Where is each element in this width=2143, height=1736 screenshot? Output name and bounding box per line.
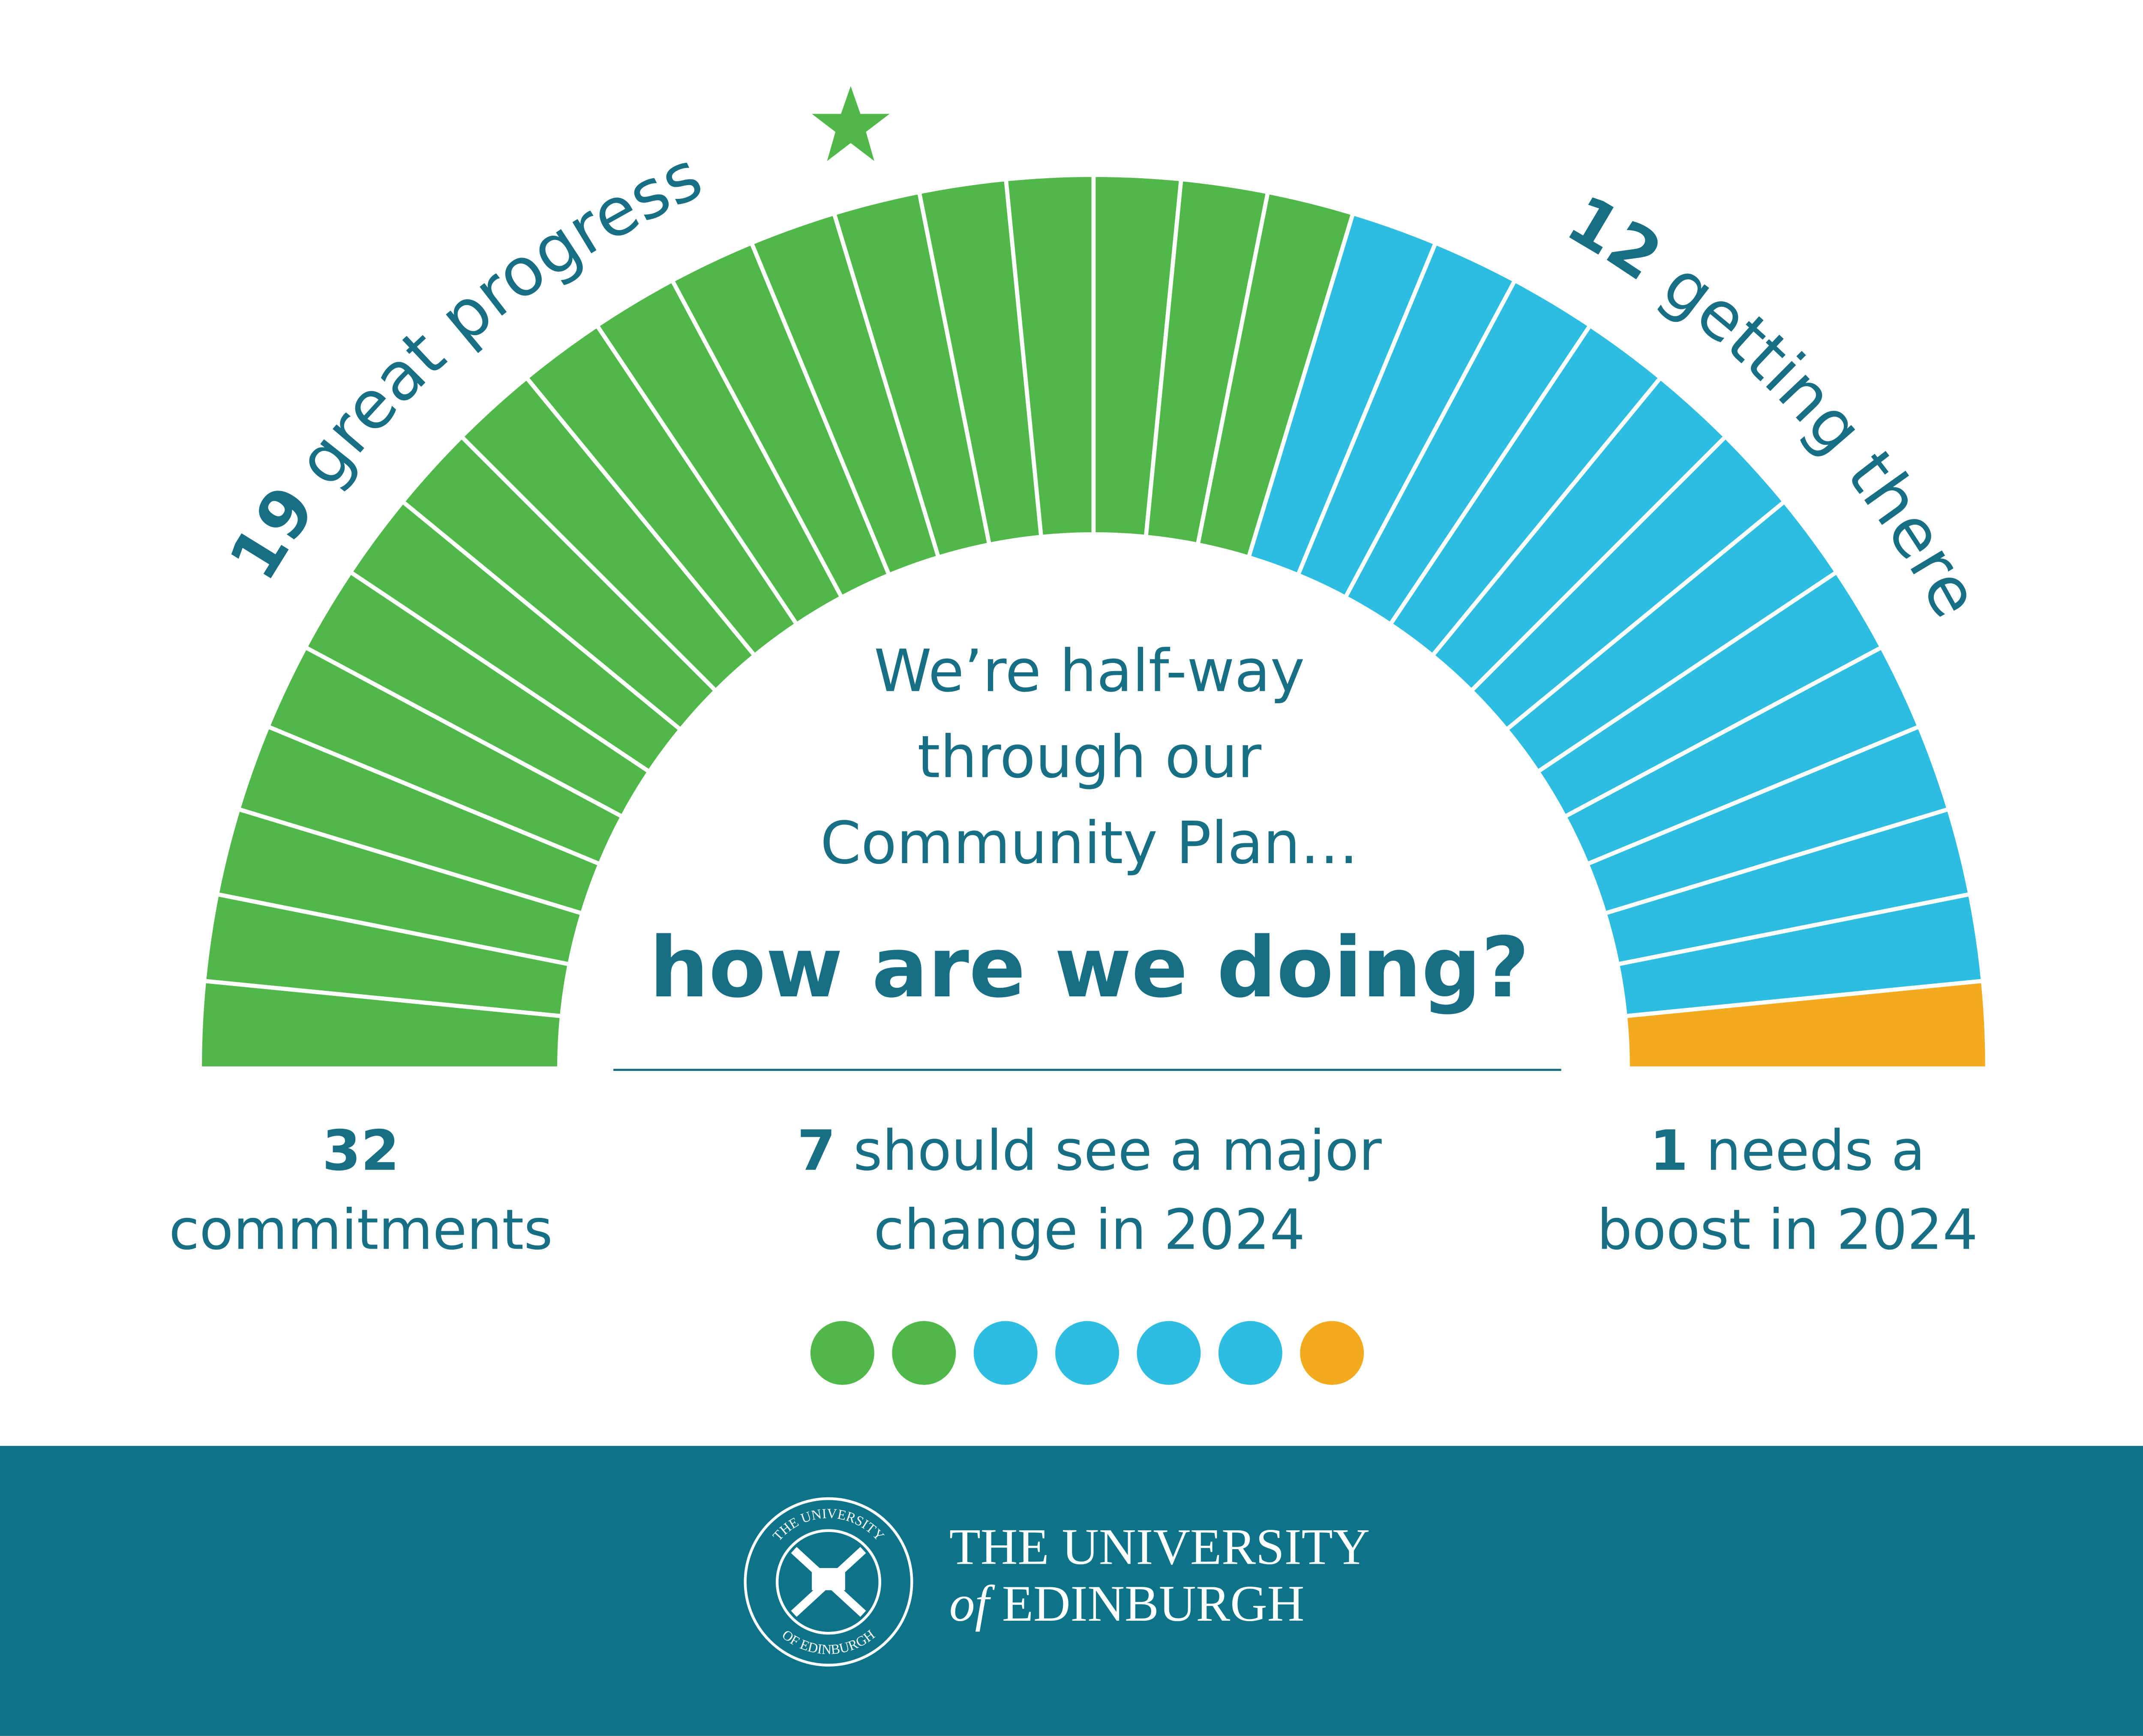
logo-subtitle: of EDINBURGH <box>949 1575 1305 1632</box>
dot <box>892 1321 956 1385</box>
seal <box>744 1497 913 1667</box>
logo-title: THE UNIVERSITY <box>949 1518 1370 1575</box>
question: how are we doing? <box>649 919 1529 1016</box>
series-name: boost in 2024 <box>1597 1197 1978 1262</box>
headline: We’re half-way <box>874 638 1305 705</box>
total-count: 32 <box>322 1118 399 1183</box>
change-label: 7 should see a major <box>797 1118 1382 1183</box>
gauge <box>198 173 1990 1071</box>
headline: through our <box>917 723 1261 791</box>
dot <box>810 1321 874 1385</box>
series-name: needs a <box>1706 1118 1925 1183</box>
series-count: 12 <box>1555 180 1675 296</box>
dot <box>973 1321 1038 1385</box>
dot <box>1137 1321 1201 1385</box>
change-count: 7 <box>797 1118 836 1183</box>
star-icon <box>812 86 890 161</box>
total-label: commitments <box>169 1197 553 1262</box>
change-text: change in 2024 <box>873 1197 1305 1262</box>
dot <box>1055 1321 1120 1385</box>
headline: Community Plan… <box>820 810 1359 877</box>
segment <box>1623 978 1990 1071</box>
dot <box>1218 1321 1282 1385</box>
dot <box>1300 1321 1364 1385</box>
series-count: 1 <box>1650 1118 1688 1183</box>
boost-label: 1 needs a <box>1650 1118 1925 1183</box>
logo-name: EDINBURGH <box>1002 1575 1304 1632</box>
footer <box>0 1446 2143 1736</box>
logo-italic: of <box>949 1575 996 1632</box>
change-text: should see a major <box>853 1118 1382 1183</box>
series-count: 19 <box>214 472 330 593</box>
dots <box>810 1321 1364 1385</box>
